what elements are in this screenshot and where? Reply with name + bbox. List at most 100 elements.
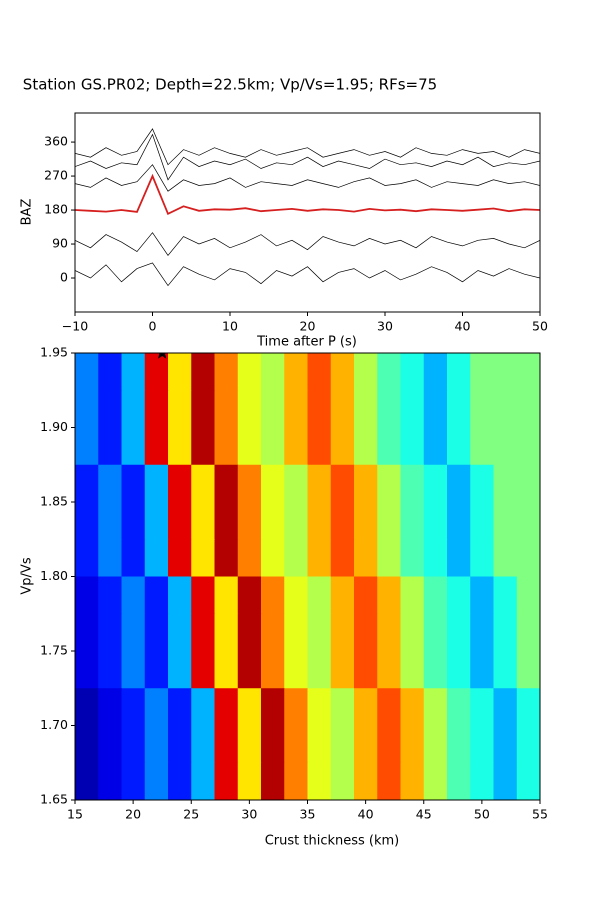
- heat-cell: [261, 427, 285, 466]
- x-tick-label: 50: [532, 319, 548, 334]
- heat-cell: [423, 427, 448, 466]
- trace: [75, 133, 540, 181]
- heat-cell: [307, 390, 332, 428]
- heat-cell: [98, 502, 122, 540]
- heat-cell: [261, 725, 285, 764]
- heat-cell: [191, 576, 215, 615]
- heat-cell: [144, 613, 169, 652]
- heat-cell: [214, 353, 239, 391]
- heat-cell: [354, 576, 378, 615]
- heat-cell: [284, 613, 308, 652]
- heat-cell: [423, 576, 448, 615]
- heat-cell: [237, 502, 262, 540]
- heat-cell: [237, 539, 262, 577]
- heat-cell: [470, 390, 494, 428]
- heat-cell: [121, 651, 146, 689]
- heat-cell: [191, 502, 215, 540]
- heat-cell: [516, 613, 540, 652]
- heat-cell: [377, 502, 401, 540]
- heat-cell: [144, 427, 169, 466]
- x-tick-label: 20: [125, 807, 141, 822]
- y-tick-label: 1.65: [40, 792, 68, 807]
- heat-cell: [214, 613, 239, 652]
- heat-cell: [284, 539, 308, 577]
- heat-cell: [75, 762, 99, 800]
- heat-cell: [121, 502, 146, 540]
- heat-cell: [121, 353, 146, 391]
- heat-cell: [307, 539, 332, 577]
- heat-cell: [214, 390, 239, 428]
- y-tick-label: 0: [60, 270, 68, 285]
- heat-cell: [237, 613, 262, 652]
- heat-cell: [75, 427, 99, 466]
- heat-cell: [447, 725, 471, 764]
- heat-cell: [144, 688, 169, 726]
- y-tick-label: 1.85: [40, 494, 68, 509]
- heat-cell: [493, 539, 518, 577]
- heat-cell: [98, 539, 122, 577]
- y-tick-label: 270: [44, 168, 68, 183]
- heat-cell: [330, 427, 355, 466]
- x-tick-label: 30: [241, 807, 257, 822]
- heat-cell: [330, 502, 355, 540]
- heat-cell: [330, 762, 355, 800]
- y-tick-label: 360: [44, 134, 68, 149]
- heat-cell: [516, 688, 540, 726]
- heat-cell: [493, 688, 518, 726]
- heat-cell: [330, 390, 355, 428]
- heat-cell: [400, 464, 425, 503]
- heat-cell: [121, 576, 146, 615]
- trace: [75, 232, 540, 256]
- heat-cell: [400, 762, 425, 800]
- heat-cell: [168, 651, 192, 689]
- heat-cell: [307, 725, 332, 764]
- heat-cell: [493, 613, 518, 652]
- heat-cell: [214, 651, 239, 689]
- heat-cell: [423, 502, 448, 540]
- best-fit-star: [158, 353, 167, 359]
- heat-cell: [516, 762, 540, 800]
- heat-cell: [470, 353, 494, 391]
- heat-cell: [307, 353, 332, 391]
- heat-cell: [330, 725, 355, 764]
- heat-cell: [400, 539, 425, 577]
- heat-cell: [423, 762, 448, 800]
- x-tick-label: 45: [416, 807, 432, 822]
- heat-cell: [284, 576, 308, 615]
- heat-cell: [144, 464, 169, 503]
- heat-cell: [516, 576, 540, 615]
- y-tick-label: 1.75: [40, 643, 68, 658]
- heat-cell: [144, 390, 169, 428]
- heat-cell: [493, 725, 518, 764]
- heat-cell: [168, 427, 192, 466]
- heat-cell: [75, 613, 99, 652]
- heat-cell: [493, 427, 518, 466]
- heat-cell: [75, 539, 99, 577]
- heat-cell: [284, 464, 308, 503]
- heat-cell: [237, 651, 262, 689]
- x-axis-label: Time after P (s): [256, 335, 357, 350]
- heat-cell: [354, 353, 378, 391]
- heat-cell: [307, 427, 332, 466]
- x-tick-label: 55: [532, 807, 548, 822]
- heat-cell: [237, 688, 262, 726]
- heat-cell: [493, 576, 518, 615]
- heat-cell: [400, 502, 425, 540]
- heat-cell: [98, 390, 122, 428]
- heat-cell: [423, 651, 448, 689]
- heat-cell: [261, 502, 285, 540]
- heat-cell: [470, 427, 494, 466]
- heat-cell: [377, 651, 401, 689]
- heat-cell: [214, 576, 239, 615]
- heat-cell: [330, 613, 355, 652]
- heat-cell: [516, 725, 540, 764]
- heat-cell: [307, 762, 332, 800]
- heat-cell: [354, 651, 378, 689]
- heat-cell: [261, 353, 285, 391]
- heat-cell: [377, 427, 401, 466]
- heat-cell: [261, 688, 285, 726]
- heat-cell: [423, 725, 448, 764]
- heat-cell: [75, 651, 99, 689]
- heat-cell: [168, 464, 192, 503]
- heat-cell: [330, 464, 355, 503]
